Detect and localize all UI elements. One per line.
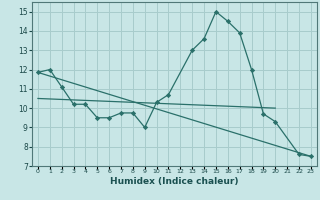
X-axis label: Humidex (Indice chaleur): Humidex (Indice chaleur) [110,177,239,186]
